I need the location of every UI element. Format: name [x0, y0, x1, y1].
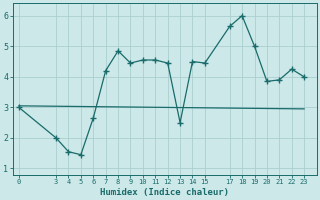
X-axis label: Humidex (Indice chaleur): Humidex (Indice chaleur)	[100, 188, 229, 197]
